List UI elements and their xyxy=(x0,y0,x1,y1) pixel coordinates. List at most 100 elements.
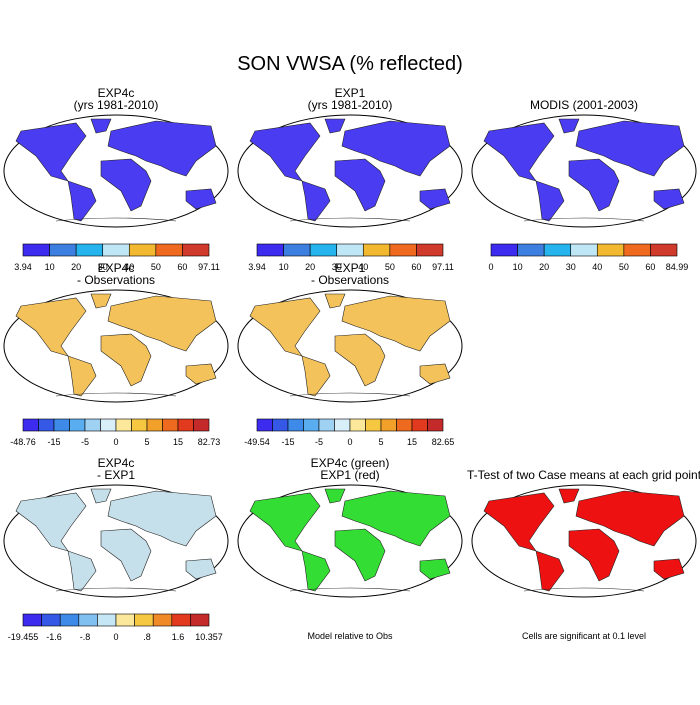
antarctica xyxy=(289,392,411,397)
colorbar-label: 3.94 xyxy=(248,262,266,272)
colorbar-box xyxy=(427,418,444,432)
colorbar-label: 40 xyxy=(124,262,134,272)
colorbar-box xyxy=(309,243,338,257)
map xyxy=(237,289,463,403)
colorbar-label: 10.357 xyxy=(195,632,223,642)
colorbar-box xyxy=(134,613,154,627)
colorbar-label: 50 xyxy=(619,262,629,272)
colorbar-box xyxy=(362,243,391,257)
colorbar-label: 60 xyxy=(177,262,187,272)
panel-title: T-Test of two Case means at each grid po… xyxy=(467,468,700,482)
colorbar-label: 60 xyxy=(645,262,655,272)
colorbar-box xyxy=(517,243,545,257)
colorbar-box xyxy=(152,613,173,627)
colorbar-label: -5 xyxy=(315,437,323,447)
colorbar-box xyxy=(411,418,428,432)
colorbar-box xyxy=(543,243,572,257)
colorbar-label: 0 xyxy=(113,437,118,447)
colorbar-label: 50 xyxy=(385,262,395,272)
colorbar-box xyxy=(416,243,444,257)
colorbar-label: -15 xyxy=(47,437,60,447)
colorbar-box xyxy=(303,418,320,432)
colorbar-label: 20 xyxy=(305,262,315,272)
map xyxy=(237,114,463,228)
colorbar-box xyxy=(365,418,382,432)
panel-note: Cells are significant at 0.1 level xyxy=(522,631,646,641)
colorbar-box xyxy=(623,243,651,257)
antarctica xyxy=(523,217,645,222)
panel-title: MODIS (2001-2003) xyxy=(530,98,638,112)
colorbar-label: -5 xyxy=(81,437,89,447)
colorbar-label: 50 xyxy=(151,262,161,272)
colorbar-label: 30 xyxy=(98,262,108,272)
colorbar-box xyxy=(596,243,625,257)
colorbar-label: 82.65 xyxy=(432,437,455,447)
figure-title: SON VWSA (% reflected) xyxy=(237,53,463,75)
colorbar-label: -19.455 xyxy=(8,632,39,642)
panel-title: (yrs 1981-2010) xyxy=(74,98,159,112)
colorbar-label: 5 xyxy=(378,437,383,447)
antarctica xyxy=(55,217,177,222)
colorbar-box xyxy=(22,243,50,257)
colorbar-box xyxy=(190,613,210,627)
colorbar-label: 97.11 xyxy=(198,262,220,272)
colorbar-label: 97.11 xyxy=(432,262,454,272)
colorbar-box xyxy=(162,418,179,432)
map xyxy=(3,484,229,598)
colorbar-label: 5 xyxy=(144,437,149,447)
colorbar-label: 1.6 xyxy=(172,632,185,642)
panel-title: - Observations xyxy=(77,273,155,287)
colorbar-label: 0 xyxy=(488,262,493,272)
colorbar-box xyxy=(283,243,311,257)
colorbar-label: -.8 xyxy=(80,632,91,642)
panel-title: EXP1 xyxy=(335,261,366,275)
colorbar-label: 15 xyxy=(407,437,417,447)
colorbar-box xyxy=(389,243,417,257)
antarctica xyxy=(523,587,645,592)
colorbar-label: 20 xyxy=(71,262,81,272)
panel-title: EXP4c xyxy=(98,456,135,470)
colorbar-label: 20 xyxy=(539,262,549,272)
colorbar-box xyxy=(22,418,39,432)
colorbar-box xyxy=(171,613,191,627)
colorbar-box xyxy=(349,418,366,432)
map xyxy=(237,484,463,598)
antarctica xyxy=(55,392,177,397)
panel-title: EXP1 (red) xyxy=(320,468,379,482)
colorbar-label: 82.73 xyxy=(198,437,221,447)
colorbar-box xyxy=(41,613,61,627)
colorbar-label: 10 xyxy=(513,262,523,272)
panel-title: EXP4c xyxy=(98,261,135,275)
colorbar-box xyxy=(146,418,163,432)
colorbar-label: -1.6 xyxy=(46,632,62,642)
colorbar-label: -15 xyxy=(281,437,294,447)
colorbar-label: 40 xyxy=(592,262,602,272)
colorbar-box xyxy=(336,243,364,257)
colorbar-box xyxy=(49,243,77,257)
panel-title: - EXP1 xyxy=(97,468,135,482)
colorbar-box xyxy=(396,418,413,432)
map xyxy=(471,484,697,598)
map xyxy=(471,114,697,228)
colorbar-label: -48.76 xyxy=(10,437,36,447)
colorbar-box xyxy=(53,418,70,432)
antarctica xyxy=(289,587,411,592)
colorbar-box xyxy=(102,243,130,257)
colorbar-label: 30 xyxy=(332,262,342,272)
colorbar-box xyxy=(115,418,132,432)
colorbar-box xyxy=(131,418,148,432)
panel-title: EXP4c xyxy=(98,86,135,100)
panel-title: (yrs 1981-2010) xyxy=(308,98,393,112)
colorbar-box xyxy=(177,418,194,432)
panel-note: Model relative to Obs xyxy=(307,631,393,641)
colorbar-label: 10 xyxy=(45,262,55,272)
colorbar-label: 10 xyxy=(279,262,289,272)
colorbar-box xyxy=(334,418,351,432)
colorbar-box xyxy=(256,243,284,257)
colorbar-label: .8 xyxy=(143,632,151,642)
colorbar-box xyxy=(650,243,678,257)
colorbar-box xyxy=(128,243,157,257)
colorbar-box xyxy=(490,243,518,257)
colorbar-label: -49.54 xyxy=(244,437,270,447)
